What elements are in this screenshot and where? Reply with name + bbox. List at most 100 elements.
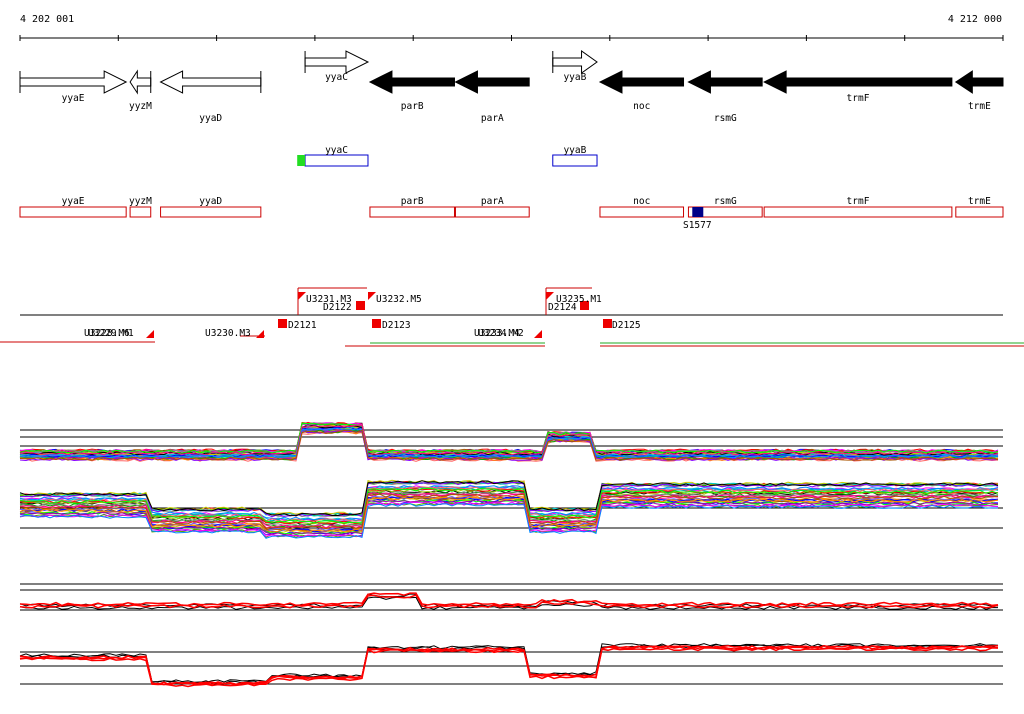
expression-profile-line	[19, 488, 999, 525]
terminator-square	[372, 319, 381, 328]
expression-profile-line	[19, 424, 999, 455]
gene-label-yyaE: yyaE	[62, 93, 85, 104]
gene-arrow-trmF	[763, 70, 953, 94]
expression-profile-line	[19, 493, 999, 530]
red-feature-trmE	[955, 206, 1004, 218]
gene-label-yyzM: yyzM	[129, 101, 152, 112]
red-feature-yyaD	[160, 206, 262, 218]
summary-profiles	[19, 583, 1003, 688]
feature-label: D2121	[288, 320, 317, 331]
ruler-ticks	[19, 35, 1004, 41]
gene-label-yyaB: yyaB	[563, 72, 586, 83]
feature-label: D2124	[548, 302, 577, 313]
feature-label: U3228.M6	[84, 328, 130, 339]
expression-profile-line	[19, 484, 999, 521]
red-feature-label: yyaE	[62, 196, 85, 207]
expression-profile-line	[19, 501, 999, 538]
red-feature-label: trmE	[968, 196, 991, 207]
red-feature-yyzM	[129, 206, 152, 218]
expression-profile-line	[19, 424, 999, 456]
ruler-start-label: 4 202 001	[20, 14, 74, 25]
gene-label-yyaD: yyaD	[199, 113, 222, 124]
site-marker	[692, 207, 704, 217]
red-feature-label: trmF	[847, 196, 870, 207]
summary-profile-line	[19, 593, 999, 609]
terminator-square	[580, 301, 589, 310]
red-feature-parA	[454, 206, 530, 218]
summary-profile-line	[19, 592, 999, 607]
expression-profile-line	[19, 422, 999, 454]
green-marker	[297, 155, 306, 166]
red-feature-label: noc	[633, 196, 650, 207]
expression-profiles-lower	[19, 479, 1003, 539]
gene-label-yyaC: yyaC	[325, 72, 348, 83]
gene-arrow-yyzM	[129, 69, 152, 95]
gene-arrow-yyaD	[159, 70, 262, 94]
red-feature-rsmG	[687, 206, 763, 218]
gene-annotation-track: yyaE yyzM yyaD yyaC parB parA yyaB noc rsmG trmF t…	[19, 50, 1004, 124]
summary-profile-line	[19, 643, 999, 683]
feature-label: U3232.M5	[376, 294, 422, 305]
expression-profile-line	[19, 422, 999, 454]
expression-profile-line	[19, 422, 999, 454]
site-marker-label: S1577	[683, 220, 712, 231]
gene-arrow-yyaB	[552, 50, 598, 74]
terminator-square	[356, 301, 365, 310]
expression-profile-line	[19, 422, 999, 454]
ruler-end-label: 4 212 000	[948, 14, 1002, 25]
expression-profile-line	[19, 503, 998, 539]
promoter-triangle	[256, 330, 264, 338]
red-feature-label: parA	[481, 196, 504, 207]
terminator-square	[278, 319, 287, 328]
red-feature-label: parB	[401, 196, 424, 207]
gene-label-noc: noc	[633, 101, 650, 112]
expression-profile-line	[19, 429, 999, 461]
gene-arrow-yyaC	[304, 50, 370, 74]
expression-profile-line	[19, 422, 999, 454]
feature-label: U3229.M1	[88, 328, 134, 339]
red-feature-noc	[599, 206, 685, 218]
blue-feature-yyaC	[304, 154, 369, 167]
feature-label: D2122	[323, 302, 352, 313]
blue-feature-yyaB	[552, 154, 598, 167]
summary-profile-line	[19, 646, 999, 688]
gene-arrow-parA	[454, 70, 530, 94]
red-feature-trmF	[763, 206, 953, 218]
gene-label-parA: parA	[481, 113, 504, 124]
blue-feature-label: yyaB	[563, 145, 586, 156]
red-feature-label: rsmG	[714, 196, 737, 207]
gene-label-trmF: trmF	[847, 93, 870, 104]
red-annotation-track: yyaE yyzM yyaD parB parA noc rsmG trmF trmE S1577	[19, 196, 1004, 231]
expression-profile-line	[19, 496, 999, 533]
feature-label: D2125	[612, 320, 641, 331]
gene-label-parB: parB	[401, 101, 424, 112]
expression-profile-line	[19, 422, 999, 454]
summary-profile-line	[19, 644, 999, 686]
expression-profile-line	[19, 422, 999, 453]
promoter-triangle	[146, 330, 154, 338]
gene-arrow-yyaE	[19, 70, 128, 94]
expression-profile-line	[19, 480, 999, 517]
feature-label: U3233.M4	[474, 328, 520, 339]
expression-profile-line	[19, 492, 999, 529]
promoter-triangle	[298, 292, 306, 300]
red-feature-parB	[369, 206, 455, 218]
blue-annotation-track: yyaC yyaB	[297, 145, 598, 167]
expression-profile-line	[19, 487, 999, 524]
expression-profile-line	[19, 427, 999, 459]
feature-label: D2123	[382, 320, 411, 331]
expression-profile-line	[19, 499, 999, 536]
red-feature-yyaE	[19, 206, 127, 218]
blue-feature-label: yyaC	[325, 145, 348, 156]
gene-arrow-parB	[368, 70, 455, 94]
gene-arrow-rsmG	[687, 70, 763, 94]
red-feature-label: yyaD	[199, 196, 222, 207]
feature-label: U3230.M3	[205, 328, 251, 339]
gene-label-rsmG: rsmG	[714, 113, 737, 124]
terminator-square	[603, 319, 612, 328]
feature-label: U3231.M3	[306, 294, 352, 305]
feature-label: U3234.M2	[478, 328, 524, 339]
promoter-triangle	[534, 330, 542, 338]
promoter-triangle	[546, 292, 554, 300]
